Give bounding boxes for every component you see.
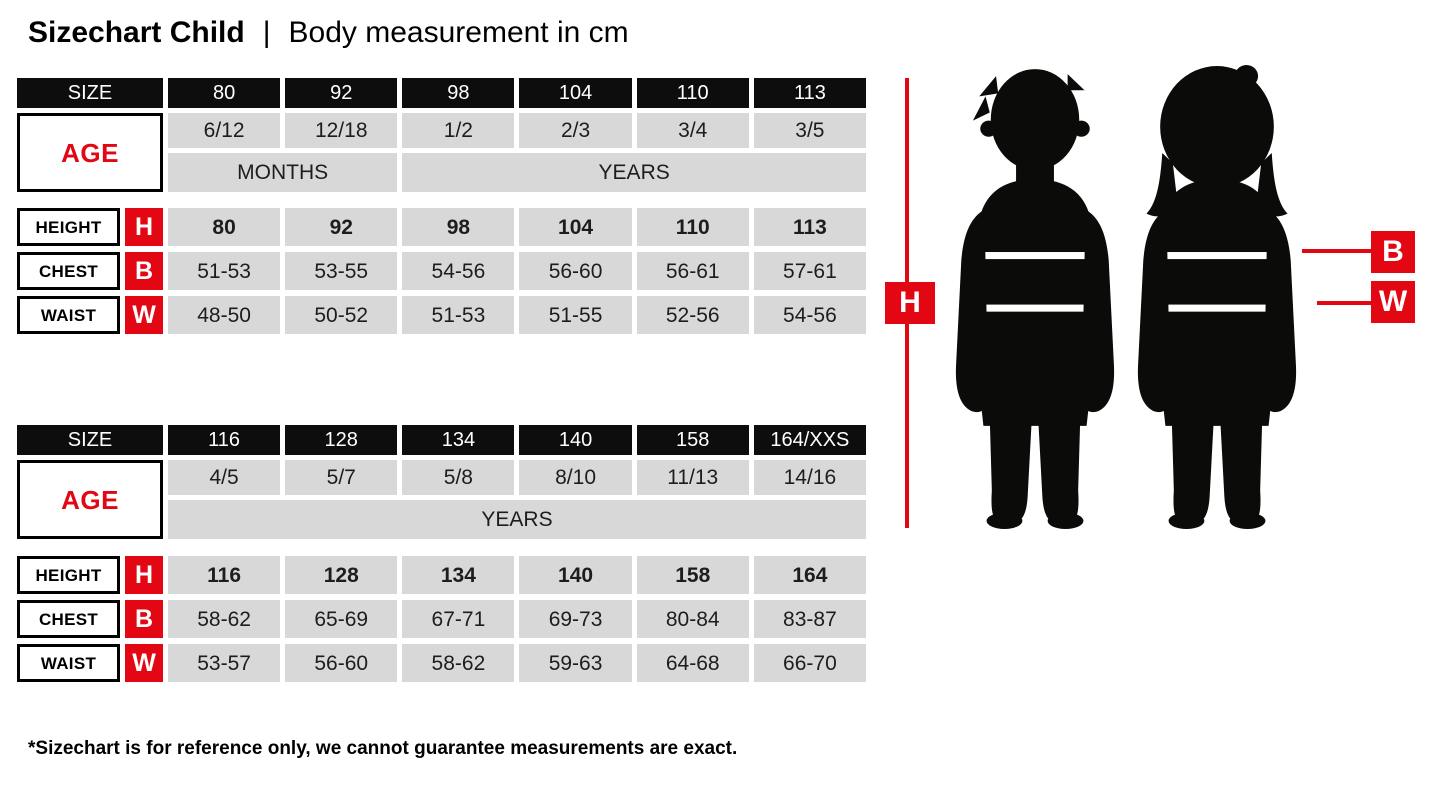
height-value-cell: 158 (636, 556, 749, 594)
waist-value-cell: 50-52 (285, 296, 398, 334)
title-bar: Sizechart Child | Body measurement in cm (28, 16, 629, 50)
age-value-cell: 11/13 (636, 460, 749, 495)
size-table-1-measurements: HEIGHT H 80 92 98 104 110 113 CHEST B 51… (17, 208, 866, 334)
size-value-cell: 98 (402, 78, 515, 108)
size-value-cell: 110 (636, 78, 749, 108)
age-value-cell: 4/5 (168, 460, 281, 495)
chest-value-cell: 56-60 (519, 252, 632, 290)
waist-value-cell: 54-56 (753, 296, 866, 334)
size-value-cell: 92 (285, 78, 398, 108)
height-marker-badge: H (885, 282, 935, 324)
waist-abbr-badge: W (125, 644, 163, 682)
height-abbr-badge: H (125, 208, 163, 246)
age-value-cell: 3/5 (753, 113, 866, 148)
chest-value-cell: 69-73 (519, 600, 632, 638)
age-header-label: AGE (17, 113, 163, 192)
waist-value-cell: 52-56 (636, 296, 749, 334)
height-value-cell: 110 (636, 208, 749, 246)
chest-value-cell: 51-53 (168, 252, 281, 290)
height-value-cell: 116 (168, 556, 281, 594)
height-value-cell: 80 (168, 208, 281, 246)
size-value-cell: 104 (519, 78, 632, 108)
age-value-cell: 3/4 (636, 113, 749, 148)
size-value-cell: 116 (168, 425, 281, 455)
waist-value-cell: 51-55 (519, 296, 632, 334)
boy-silhouette (955, 69, 1115, 529)
size-value-cell: 128 (285, 425, 398, 455)
height-value-cell: 92 (285, 208, 398, 246)
height-value-cell: 134 (402, 556, 515, 594)
height-row-label: HEIGHT (17, 556, 120, 594)
age-unit-months-cell: MONTHS (168, 153, 398, 192)
size-value-cell: 134 (402, 425, 515, 455)
waist-value-cell: 53-57 (168, 644, 281, 682)
chest-row-label: CHEST (17, 600, 120, 638)
waist-value-cell: 48-50 (168, 296, 281, 334)
chest-value-cell: 80-84 (636, 600, 749, 638)
age-value-cell: 12/18 (285, 113, 398, 148)
size-value-cell: 140 (519, 425, 632, 455)
girl-silhouette (1137, 65, 1297, 529)
height-value-cell: 164 (753, 556, 866, 594)
age-value-cell: 6/12 (168, 113, 281, 148)
chest-value-cell: 67-71 (402, 600, 515, 638)
height-value-cell: 104 (519, 208, 632, 246)
age-unit-years-cell: YEARS (402, 153, 866, 192)
age-value-cell: 8/10 (519, 460, 632, 495)
age-header-label: AGE (17, 460, 163, 539)
size-table-2-measurements: HEIGHT H 116 128 134 140 158 164 CHEST B… (17, 556, 866, 682)
height-value-cell: 140 (519, 556, 632, 594)
size-table-2-header: SIZE 116 128 134 140 158 164/XXS AGE 4/5… (17, 425, 866, 539)
size-value-cell: 80 (168, 78, 281, 108)
chest-value-cell: 54-56 (402, 252, 515, 290)
waist-row-label: WAIST (17, 644, 120, 682)
age-value-cell: 14/16 (753, 460, 866, 495)
height-abbr-badge: H (125, 556, 163, 594)
age-value-cell: 5/8 (402, 460, 515, 495)
size-header-label: SIZE (17, 425, 163, 455)
size-value-cell: 164/XXS (753, 425, 866, 455)
size-table-1-header: SIZE 80 92 98 104 110 113 AGE 6/12 12/18… (17, 78, 866, 192)
waist-value-cell: 59-63 (519, 644, 632, 682)
size-value-cell: 113 (753, 78, 866, 108)
chest-value-cell: 83-87 (753, 600, 866, 638)
chest-value-cell: 58-62 (168, 600, 281, 638)
waist-value-cell: 64-68 (636, 644, 749, 682)
chest-value-cell: 65-69 (285, 600, 398, 638)
height-value-cell: 128 (285, 556, 398, 594)
chest-marker-line (1302, 249, 1372, 253)
footnote: *Sizechart is for reference only, we can… (28, 738, 738, 759)
size-header-label: SIZE (17, 78, 163, 108)
waist-value-cell: 66-70 (753, 644, 866, 682)
title-separator: | (262, 16, 271, 49)
height-row-label: HEIGHT (17, 208, 120, 246)
chest-abbr-badge: B (125, 252, 163, 290)
page-title: Sizechart Child (28, 16, 245, 49)
size-value-cell: 158 (636, 425, 749, 455)
waist-value-cell: 51-53 (402, 296, 515, 334)
height-value-cell: 113 (753, 208, 866, 246)
age-value-cell: 2/3 (519, 113, 632, 148)
height-value-cell: 98 (402, 208, 515, 246)
waist-row-label: WAIST (17, 296, 120, 334)
waist-marker-badge: W (1371, 281, 1415, 323)
waist-marker-line (1317, 301, 1372, 305)
chest-value-cell: 53-55 (285, 252, 398, 290)
chest-row-label: CHEST (17, 252, 120, 290)
chest-abbr-badge: B (125, 600, 163, 638)
page-subtitle: Body measurement in cm (288, 16, 629, 49)
waist-abbr-badge: W (125, 296, 163, 334)
chest-marker-badge: B (1371, 231, 1415, 273)
age-value-cell: 5/7 (285, 460, 398, 495)
age-value-cell: 1/2 (402, 113, 515, 148)
age-unit-years-cell: YEARS (168, 500, 866, 539)
chest-value-cell: 56-61 (636, 252, 749, 290)
chest-value-cell: 57-61 (753, 252, 866, 290)
waist-value-cell: 58-62 (402, 644, 515, 682)
waist-value-cell: 56-60 (285, 644, 398, 682)
